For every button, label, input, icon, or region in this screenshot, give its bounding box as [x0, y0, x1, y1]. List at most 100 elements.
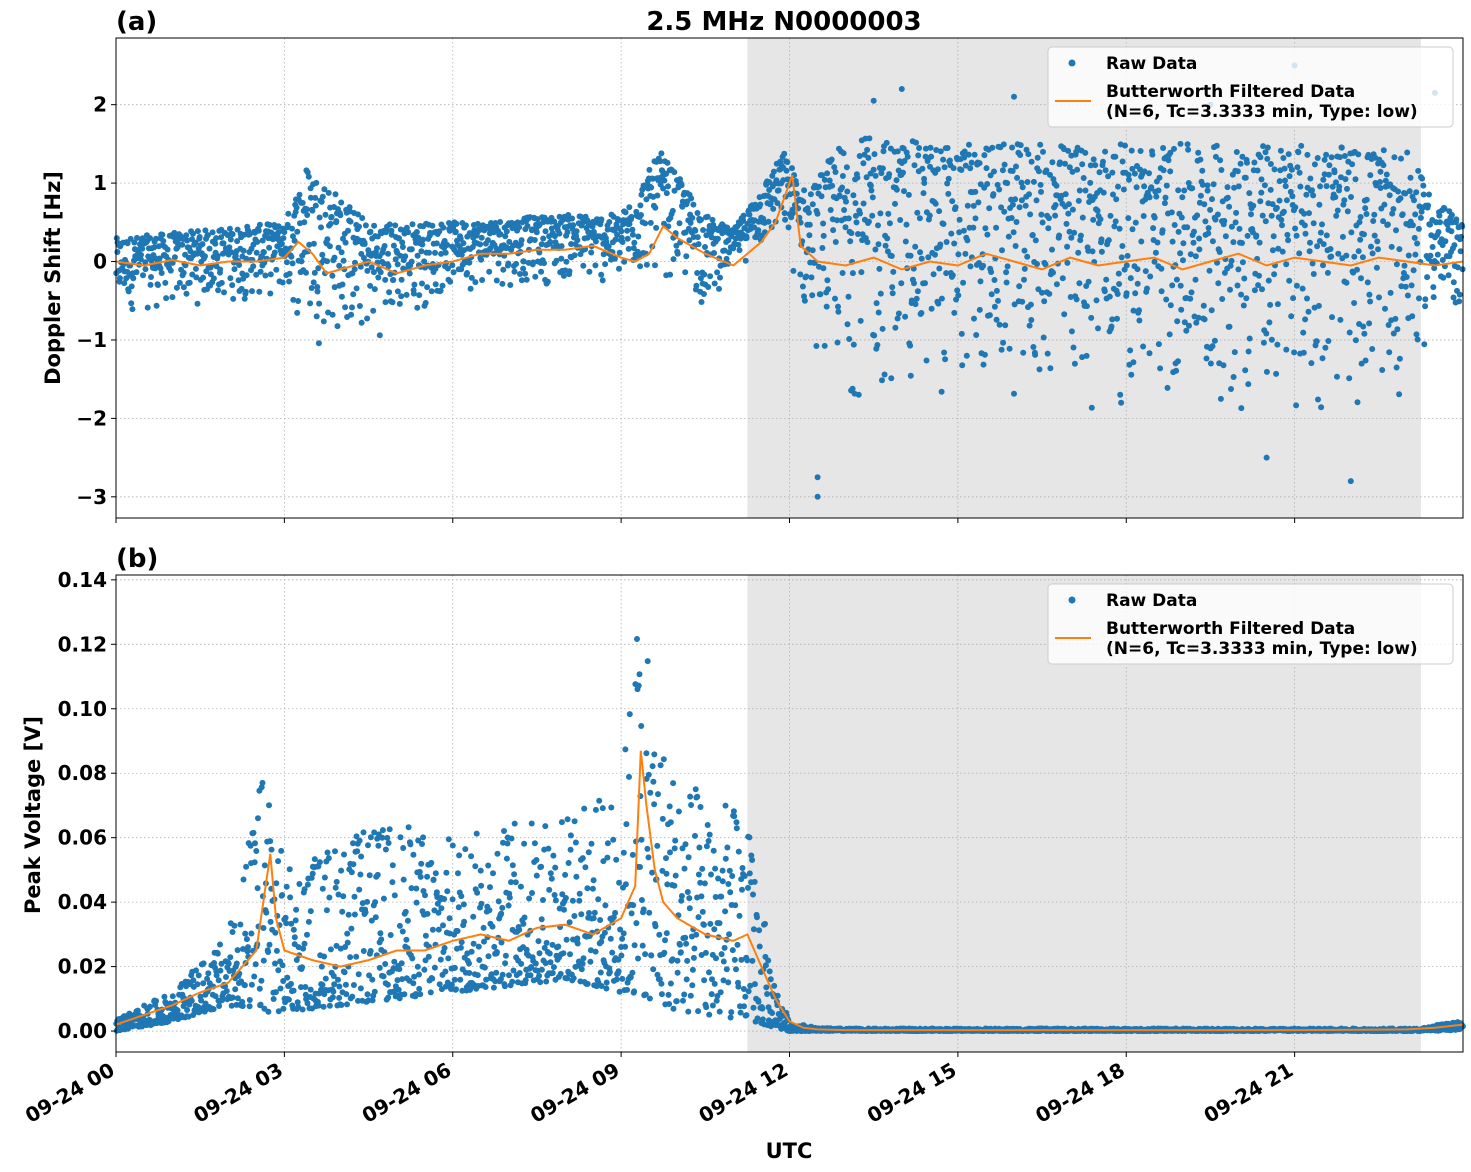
raw-point [1293, 232, 1300, 239]
raw-point [1088, 314, 1095, 321]
raw-point [1195, 314, 1202, 321]
raw-point [901, 158, 908, 164]
raw-point [646, 166, 653, 173]
raw-point [184, 237, 191, 244]
raw-point [241, 295, 248, 302]
raw-point [922, 280, 928, 287]
raw-point [398, 276, 405, 283]
raw-point [967, 263, 974, 270]
raw-point [766, 179, 773, 186]
raw-point [1334, 207, 1341, 214]
raw-point [743, 1012, 750, 1019]
raw-point [234, 226, 241, 233]
raw-point [1398, 155, 1404, 162]
raw-point [1297, 183, 1304, 190]
raw-point [1256, 239, 1263, 246]
raw-point [147, 1003, 153, 1010]
raw-point [1294, 164, 1301, 171]
raw-point [567, 832, 574, 839]
raw-point [319, 981, 326, 988]
raw-point [448, 981, 455, 988]
raw-point [337, 212, 344, 219]
raw-point [1285, 237, 1292, 244]
raw-point [163, 295, 170, 302]
raw-point [1013, 163, 1019, 170]
raw-point [543, 978, 550, 985]
raw-point [174, 1007, 181, 1014]
raw-point [1141, 183, 1148, 190]
raw-point [227, 236, 234, 243]
raw-point [1251, 287, 1258, 294]
raw-point [131, 239, 138, 246]
raw-point [215, 977, 222, 984]
raw-point [505, 902, 512, 909]
raw-point [785, 224, 792, 231]
raw-point [918, 310, 925, 316]
raw-point [1224, 184, 1231, 191]
raw-point [1088, 404, 1095, 411]
raw-point [310, 240, 317, 247]
raw-point [495, 898, 502, 905]
raw-point [420, 834, 427, 841]
raw-point [501, 828, 507, 834]
raw-point [912, 301, 919, 308]
raw-point [1307, 175, 1314, 182]
raw-point [699, 865, 706, 872]
raw-point [1253, 232, 1260, 239]
raw-point [598, 983, 605, 989]
raw-point [290, 233, 296, 240]
raw-point [367, 228, 374, 235]
raw-point [671, 187, 678, 194]
raw-point [431, 964, 438, 971]
raw-point [1136, 307, 1142, 314]
raw-point [288, 920, 295, 927]
raw-point [1238, 405, 1245, 412]
raw-point [1376, 294, 1382, 301]
raw-point [820, 265, 827, 272]
raw-point [367, 948, 374, 954]
raw-point [669, 207, 676, 214]
raw-point [491, 943, 498, 950]
raw-point [516, 926, 523, 933]
raw-point [1207, 360, 1214, 367]
raw-point [1307, 239, 1313, 246]
raw-point [338, 1002, 345, 1008]
raw-point [590, 877, 597, 884]
raw-point [958, 167, 965, 173]
raw-point [1017, 142, 1024, 149]
raw-point [918, 255, 925, 262]
raw-point [1263, 368, 1270, 375]
raw-point [1355, 248, 1362, 255]
raw-point [1094, 207, 1101, 214]
raw-point [687, 992, 694, 999]
raw-point [911, 280, 917, 287]
raw-point [418, 860, 425, 867]
raw-point [643, 261, 650, 268]
raw-point [1157, 365, 1164, 372]
raw-point [418, 248, 425, 255]
raw-point [690, 954, 697, 961]
raw-point [990, 191, 997, 198]
raw-point [251, 973, 258, 980]
raw-point [718, 893, 725, 900]
raw-point [1228, 386, 1234, 392]
raw-point [829, 182, 836, 189]
raw-point [552, 897, 559, 904]
raw-point [458, 939, 465, 946]
y-tick-label: 1 [93, 171, 107, 195]
raw-point [265, 1008, 272, 1015]
raw-point [651, 751, 658, 758]
raw-point [225, 960, 232, 967]
raw-point [1392, 315, 1399, 322]
raw-point [1256, 272, 1262, 279]
raw-point [1083, 352, 1090, 359]
raw-point [1209, 196, 1215, 203]
raw-point [564, 229, 571, 236]
raw-point [254, 238, 261, 245]
raw-point [546, 950, 553, 957]
raw-point [315, 265, 322, 272]
raw-point [1421, 341, 1428, 348]
raw-point [275, 229, 282, 235]
raw-point [113, 235, 120, 242]
raw-point [183, 290, 190, 297]
